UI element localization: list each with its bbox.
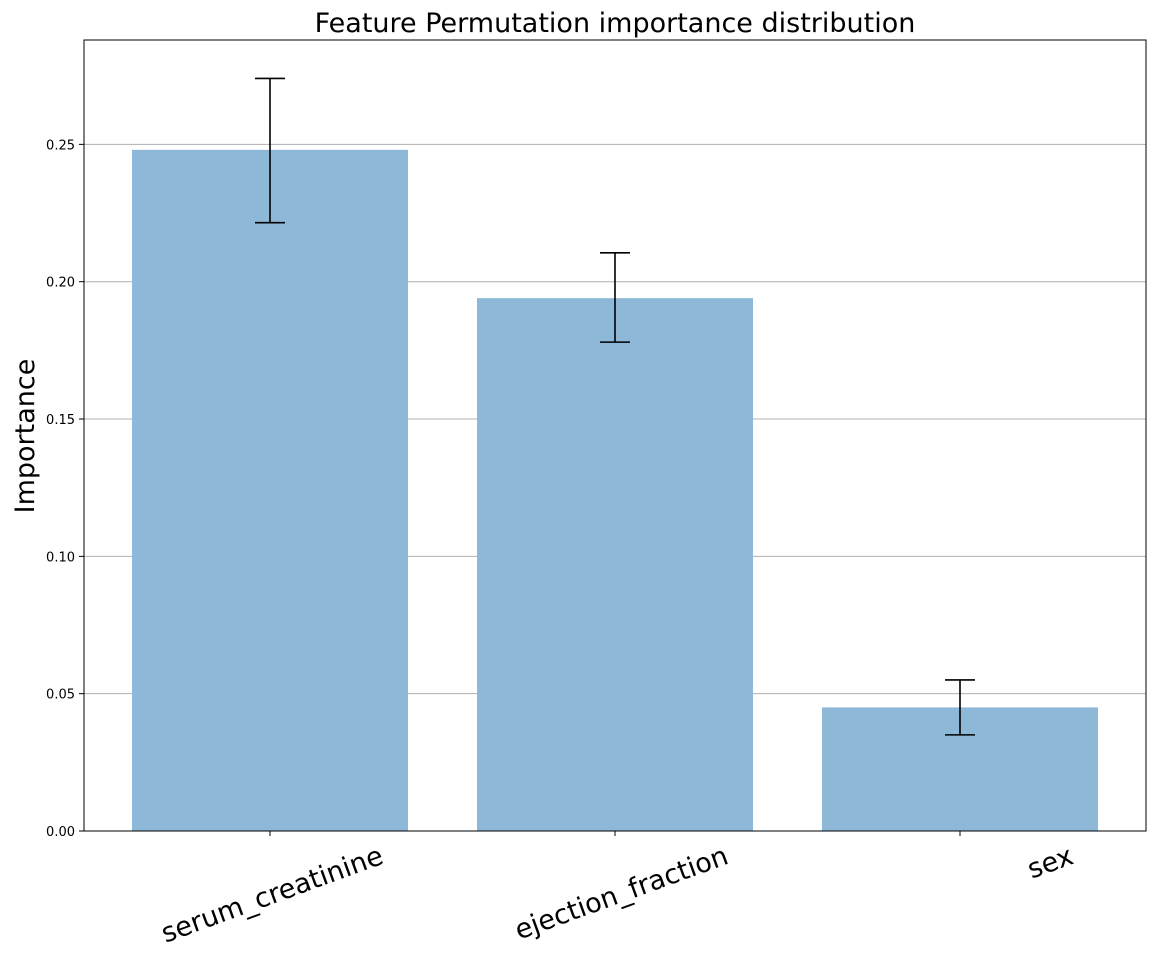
y-tick-label: 0.05 [46,688,75,703]
x-axis-ticks: serum_creatinine ejection_fraction sex [157,831,1077,949]
y-tick-label: 0.00 [46,825,75,840]
x-tick-label: sex [1023,840,1077,885]
bar-ejection-fraction [477,298,753,832]
error-bar [945,679,975,736]
x-tick-label: ejection_fraction [511,840,733,946]
error-bars [255,77,975,736]
y-tick-label: 0.20 [46,276,75,291]
x-tick-label: serum_creatinine [157,840,387,949]
bars [132,149,1098,832]
y-tick-label: 0.25 [46,138,75,153]
chart-title: Feature Permutation importance distribut… [315,8,916,39]
error-bar [255,77,285,224]
error-bar [600,252,630,343]
y-axis-ticks: 0.00 0.05 0.10 0.15 0.20 0.25 [46,138,84,840]
bar-serum-creatinine [132,149,408,832]
y-axis-label: Importance [10,359,41,514]
y-tick-label: 0.10 [46,550,75,565]
y-tick-label: 0.15 [46,413,75,428]
